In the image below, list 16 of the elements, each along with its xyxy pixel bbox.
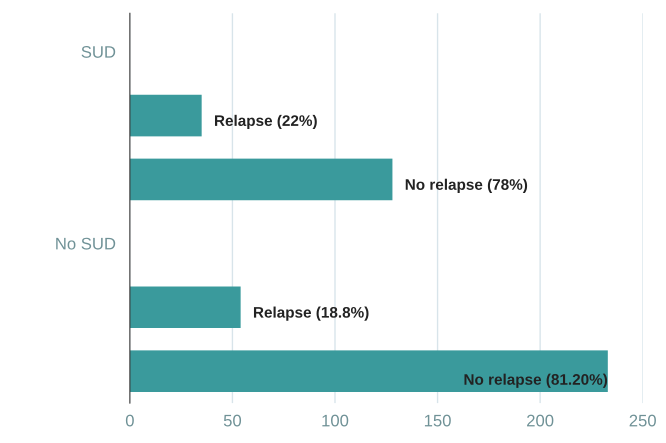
- x-tick-label: 250: [630, 414, 656, 426]
- annotation: No relapse (81.20%): [464, 374, 608, 388]
- bar: [130, 94, 202, 136]
- bar: [130, 286, 241, 328]
- x-tick-label: 50: [224, 414, 242, 426]
- annotation: Relapse (22%): [214, 114, 317, 130]
- annotation: Relapse (18.8%): [254, 306, 369, 321]
- x-tick-label: 150: [424, 414, 451, 426]
- bar: [130, 158, 392, 200]
- annotation: No relapse (78%): [406, 178, 528, 193]
- x-tick-label: 200: [527, 414, 554, 426]
- y-tick-label: SUD: [82, 46, 116, 58]
- y-tick-label: No SUD: [56, 238, 116, 250]
- x-tick-label: 0: [126, 414, 134, 426]
- x-tick-label: 100: [322, 414, 348, 426]
- bar: [130, 350, 608, 392]
